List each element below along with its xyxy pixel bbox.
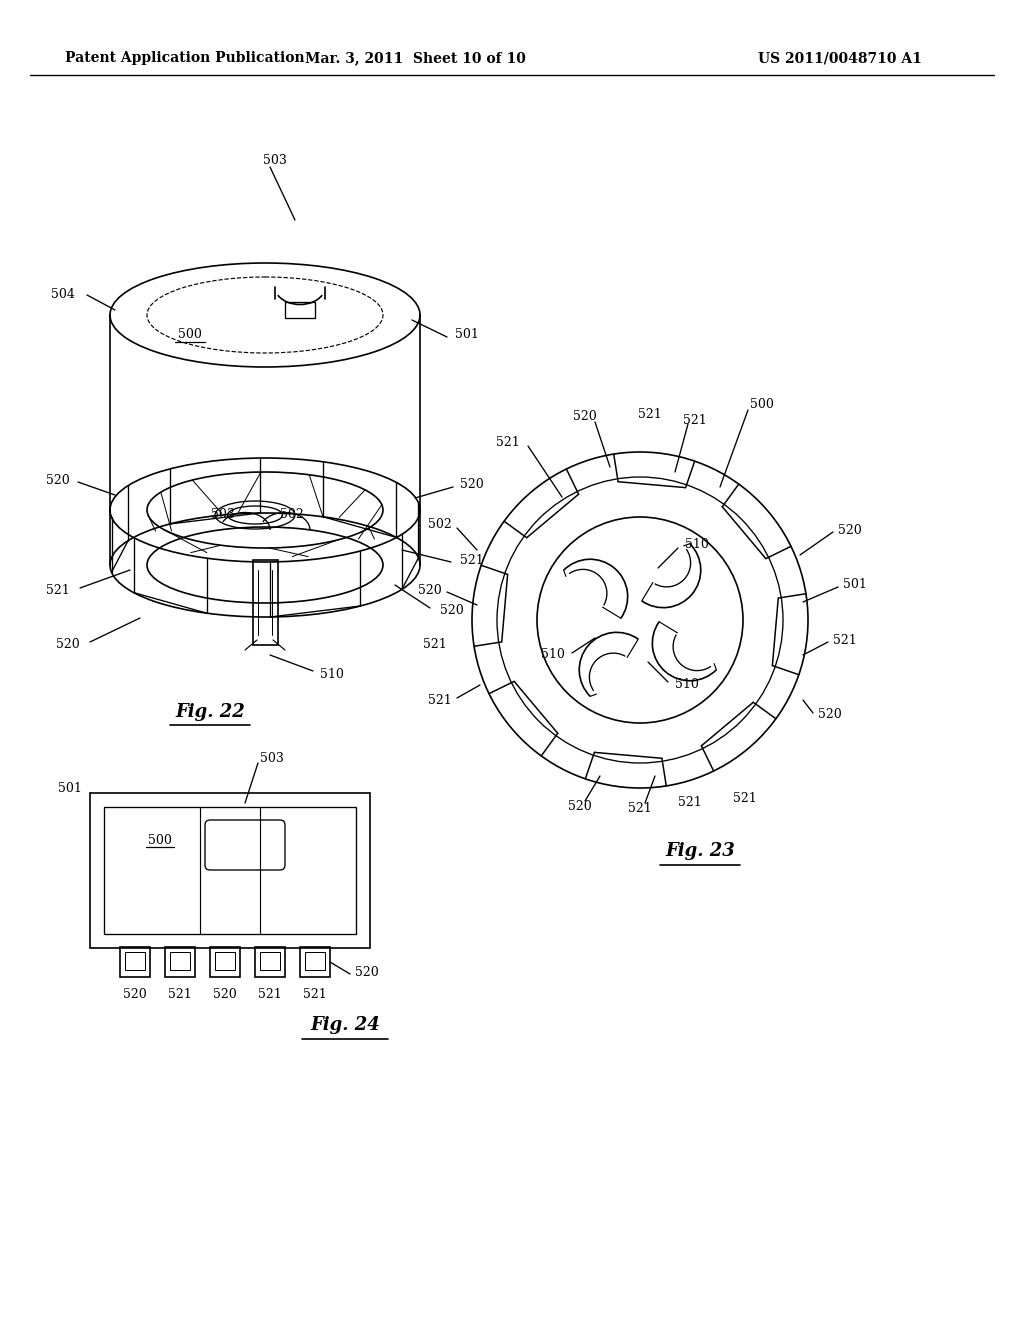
Text: 520: 520 [573, 411, 597, 424]
Bar [165, 946, 195, 977]
Text: 521: 521 [833, 634, 857, 647]
Text: 521: 521 [46, 583, 70, 597]
Text: 510: 510 [675, 678, 698, 692]
Text: 500: 500 [148, 833, 172, 846]
Text: 504: 504 [51, 289, 75, 301]
Text: Fig. 24: Fig. 24 [310, 1016, 380, 1034]
Text: 520: 520 [46, 474, 70, 487]
Text: 521: 521 [497, 436, 520, 449]
Text: 520: 520 [460, 479, 483, 491]
Text: 520: 520 [838, 524, 862, 536]
Text: Fig. 22: Fig. 22 [175, 704, 245, 721]
Text: 503: 503 [260, 751, 284, 764]
Text: 501: 501 [58, 781, 82, 795]
Bar [260, 952, 280, 970]
Bar [90, 793, 370, 948]
Text: 521: 521 [258, 989, 282, 1002]
Text: 521: 521 [678, 796, 701, 809]
Text: 521: 521 [423, 639, 447, 652]
Text: 521: 521 [303, 989, 327, 1002]
Text: 501: 501 [843, 578, 867, 591]
Text: 521: 521 [460, 553, 483, 566]
Text: 500: 500 [178, 329, 202, 342]
Text: Mar. 3, 2011  Sheet 10 of 10: Mar. 3, 2011 Sheet 10 of 10 [304, 51, 525, 65]
Bar [300, 946, 330, 977]
Text: 520: 520 [56, 639, 80, 652]
Text: 521: 521 [628, 801, 652, 814]
Bar [210, 946, 240, 977]
Text: 503: 503 [263, 153, 287, 166]
Bar [255, 946, 285, 977]
Bar [305, 952, 325, 970]
Bar [104, 807, 356, 935]
Text: 520: 520 [440, 603, 464, 616]
Text: 520: 520 [355, 965, 379, 978]
Text: 521: 521 [733, 792, 757, 804]
Bar [253, 560, 278, 645]
Bar [215, 952, 234, 970]
Text: 502: 502 [428, 519, 452, 532]
Text: 503: 503 [211, 508, 234, 521]
Text: 510: 510 [541, 648, 565, 661]
Text: Patent Application Publication: Patent Application Publication [65, 51, 304, 65]
Text: 521: 521 [683, 413, 707, 426]
Text: 520: 520 [123, 989, 146, 1002]
Text: 521: 521 [168, 989, 191, 1002]
Text: 501: 501 [455, 329, 479, 342]
Bar [120, 946, 150, 977]
Bar [285, 302, 315, 318]
Text: 521: 521 [428, 693, 452, 706]
Text: US 2011/0048710 A1: US 2011/0048710 A1 [758, 51, 922, 65]
Text: 520: 520 [213, 989, 237, 1002]
Text: 521: 521 [638, 408, 662, 421]
Bar [170, 952, 190, 970]
Text: 510: 510 [685, 539, 709, 552]
Text: Fig. 23: Fig. 23 [666, 842, 735, 861]
Bar [125, 952, 145, 970]
Text: 502: 502 [280, 508, 304, 521]
Text: 520: 520 [418, 583, 442, 597]
Text: 520: 520 [568, 800, 592, 813]
Text: 520: 520 [818, 709, 842, 722]
Text: 500: 500 [750, 399, 774, 412]
Text: 510: 510 [319, 668, 344, 681]
